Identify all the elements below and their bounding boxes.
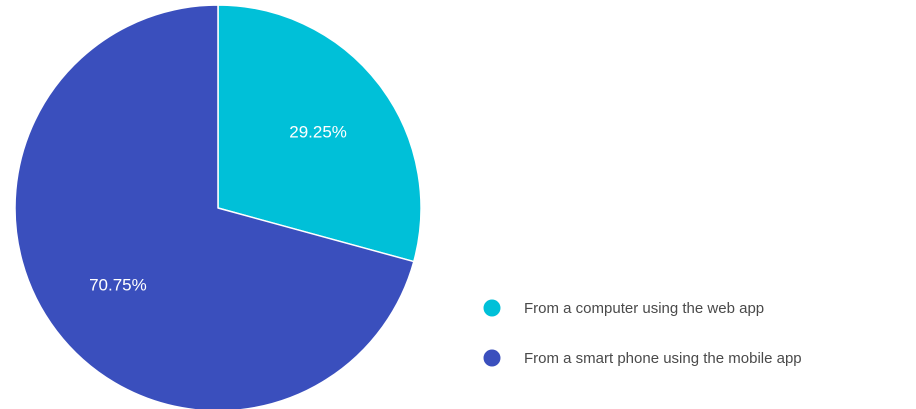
pie-slices (14, 4, 422, 409)
pie-slice-labels: 29.25% 70.75% (89, 123, 347, 295)
pie-slice-1[interactable] (217, 4, 422, 263)
legend-label-2: From a smart phone using the mobile app (524, 350, 802, 367)
pie-slice-label-1: 29.25% (289, 123, 347, 142)
pie-slice-2[interactable] (14, 4, 415, 409)
legend-label-1: From a computer using the web app (524, 300, 764, 317)
legend-swatch-2 (483, 349, 501, 367)
legend-swatch-1 (483, 299, 501, 317)
pie-slice-label-2: 70.75% (89, 275, 147, 294)
chart-legend: From a computer using the web app From a … (483, 299, 802, 368)
legend-item-1[interactable]: From a computer using the web app (483, 299, 765, 318)
legend-item-2[interactable]: From a smart phone using the mobile app (483, 349, 802, 368)
